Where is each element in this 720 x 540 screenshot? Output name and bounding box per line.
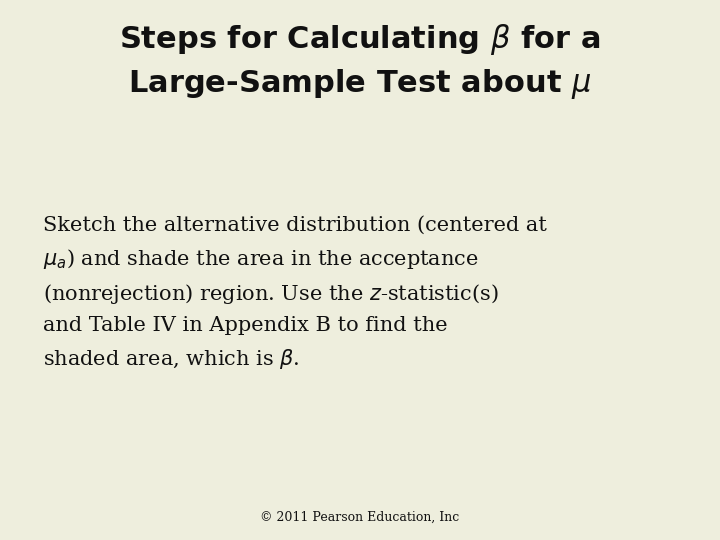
Text: Steps for Calculating $\beta$ for a
Large-Sample Test about $\mu$: Steps for Calculating $\beta$ for a Larg… xyxy=(120,22,600,100)
Text: © 2011 Pearson Education, Inc: © 2011 Pearson Education, Inc xyxy=(261,511,459,524)
Text: Sketch the alternative distribution (centered at
$\mu_a$) and shade the area in : Sketch the alternative distribution (cen… xyxy=(43,216,547,371)
